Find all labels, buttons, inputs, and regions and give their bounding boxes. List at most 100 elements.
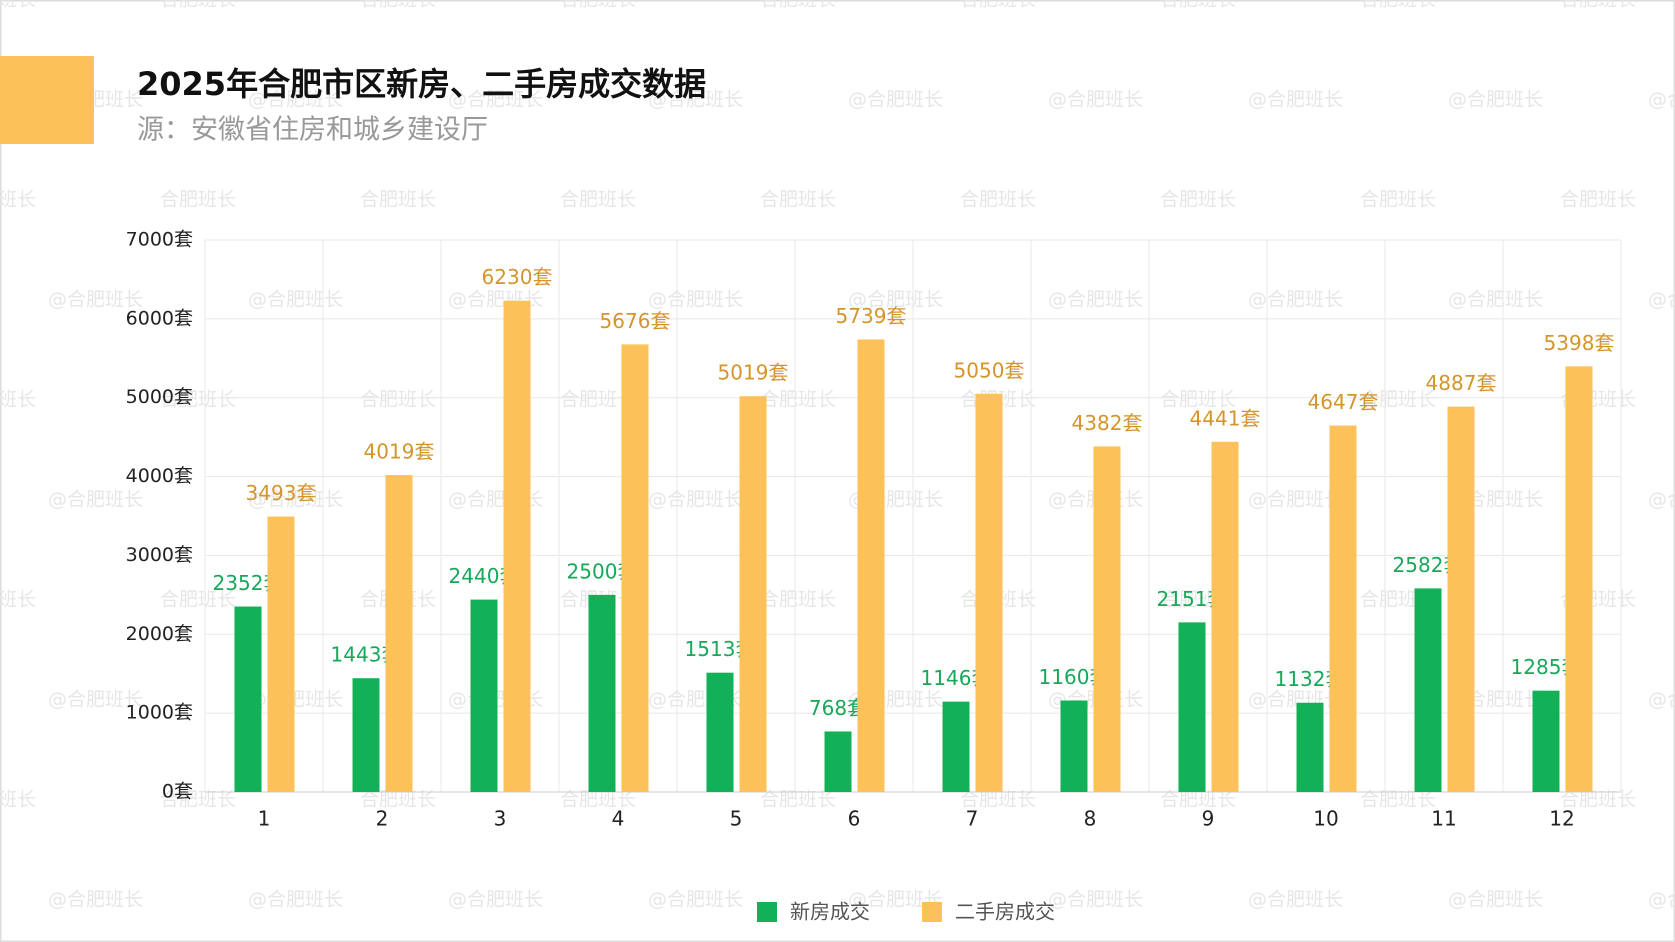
watermark: @合肥班长 (248, 289, 343, 311)
bar (975, 393, 1003, 792)
watermark: 合肥班长 (0, 389, 36, 411)
watermark: 合肥班长 (760, 589, 836, 611)
bar (942, 701, 970, 792)
watermark: 合肥班长 (0, 789, 36, 811)
watermark: @合肥班长 (48, 489, 143, 511)
title-accent (0, 56, 94, 144)
data-label: 5050套 (954, 358, 1025, 382)
watermark: 合肥班长 (760, 0, 836, 11)
x-tick-label: 12 (1549, 807, 1574, 831)
x-tick-label: 5 (730, 807, 743, 831)
watermark: 合肥班长 (0, 0, 36, 11)
data-label: 4382套 (1072, 411, 1143, 435)
watermark: 合肥班长 (1560, 189, 1636, 211)
watermark: 合肥班长 (960, 0, 1036, 11)
data-label: 4647套 (1308, 390, 1379, 414)
bar (857, 339, 885, 792)
watermark: 合肥班长 (160, 189, 236, 211)
watermark: @合肥班长 (1248, 289, 1343, 311)
bar (470, 599, 498, 792)
y-tick-label: 3000套 (126, 544, 193, 566)
y-tick-label: 5000套 (126, 386, 193, 408)
y-tick-label: 0套 (162, 781, 193, 803)
watermark: @合肥班长 (248, 489, 343, 511)
watermark: 合肥班长 (560, 189, 636, 211)
y-tick-label: 4000套 (126, 465, 193, 487)
watermark: @合肥班长 (1048, 889, 1143, 911)
data-label: 6230套 (482, 265, 553, 289)
bar (1329, 425, 1357, 792)
x-tick-label: 2 (376, 807, 389, 831)
bar (1532, 690, 1560, 792)
watermark: @合肥班长 (1648, 289, 1675, 311)
y-tick-label: 6000套 (126, 307, 193, 329)
watermark: @合肥班长 (848, 89, 943, 111)
watermark: 合肥班长 (1560, 0, 1636, 11)
watermark: 合肥班长 (760, 789, 836, 811)
watermark: @合肥班长 (448, 89, 543, 111)
watermark: 合肥班长 (1160, 789, 1236, 811)
data-label: 5676套 (600, 309, 671, 333)
bar (1447, 406, 1475, 792)
watermark: 合肥班长 (1560, 789, 1636, 811)
watermark: @合肥班长 (448, 889, 543, 911)
y-tick-label: 7000套 (126, 229, 193, 251)
watermark: 合肥班长 (560, 389, 636, 411)
data-label: 768套 (809, 696, 867, 720)
bar (267, 516, 295, 792)
data-label: 3493套 (246, 481, 317, 505)
chart-title: 2025年合肥市区新房、二手房成交数据 (137, 65, 706, 103)
watermark: @合肥班长 (648, 889, 743, 911)
data-label: 5019套 (718, 361, 789, 385)
watermark: 合肥班长 (760, 389, 836, 411)
data-label: 4019套 (364, 440, 435, 464)
legend-swatch (922, 902, 942, 922)
watermark: 合肥班长 (960, 789, 1036, 811)
legend-label: 新房成交 (790, 900, 870, 924)
watermark: 合肥班长 (560, 789, 636, 811)
watermark: @合肥班长 (848, 289, 943, 311)
x-tick-label: 8 (1084, 807, 1097, 831)
watermark: @合肥班长 (1648, 489, 1675, 511)
x-tick-label: 1 (258, 807, 271, 831)
watermark: 合肥班长 (160, 589, 236, 611)
watermark: 合肥班长 (1360, 0, 1436, 11)
x-tick-label: 3 (494, 807, 507, 831)
data-label: 4887套 (1426, 371, 1497, 395)
watermark: 合肥班长 (160, 789, 236, 811)
chart-subtitle: 源：安徽省住房和城乡建设厅 (137, 115, 488, 146)
x-tick-label: 7 (966, 807, 979, 831)
watermark: @合肥班长 (48, 289, 143, 311)
watermark: 合肥班长 (1360, 189, 1436, 211)
bar (824, 731, 852, 792)
data-label: 5398套 (1544, 331, 1615, 355)
watermark: 合肥班长 (1360, 389, 1436, 411)
watermark: 合肥班长 (360, 789, 436, 811)
watermark: 合肥班长 (160, 0, 236, 11)
bar (739, 396, 767, 792)
watermark: @合肥班长 (48, 889, 143, 911)
watermark: 合肥班长 (1360, 789, 1436, 811)
watermark: @合肥班长 (248, 889, 343, 911)
watermark: @合肥班长 (1448, 289, 1543, 311)
bar (621, 344, 649, 792)
bar (1060, 700, 1088, 792)
watermark: 合肥班长 (1160, 0, 1236, 11)
bar (352, 678, 380, 792)
watermark: @合肥班长 (1448, 89, 1543, 111)
watermark: @合肥班长 (1648, 689, 1675, 711)
bar (1296, 702, 1324, 792)
watermark: 合肥班长 (160, 389, 236, 411)
watermark: @合肥班长 (1048, 89, 1143, 111)
watermark: @合肥班长 (1248, 489, 1343, 511)
watermark: 合肥班长 (760, 189, 836, 211)
watermark: 合肥班长 (360, 189, 436, 211)
bar (1414, 588, 1442, 792)
bar (234, 606, 262, 792)
watermark: @合肥班长 (1448, 889, 1543, 911)
watermark: @合肥班长 (648, 89, 743, 111)
data-label: 4441套 (1190, 406, 1261, 430)
x-tick-label: 11 (1431, 807, 1456, 831)
legend-label: 二手房成交 (955, 900, 1055, 924)
watermark: 合肥班长 (960, 189, 1036, 211)
